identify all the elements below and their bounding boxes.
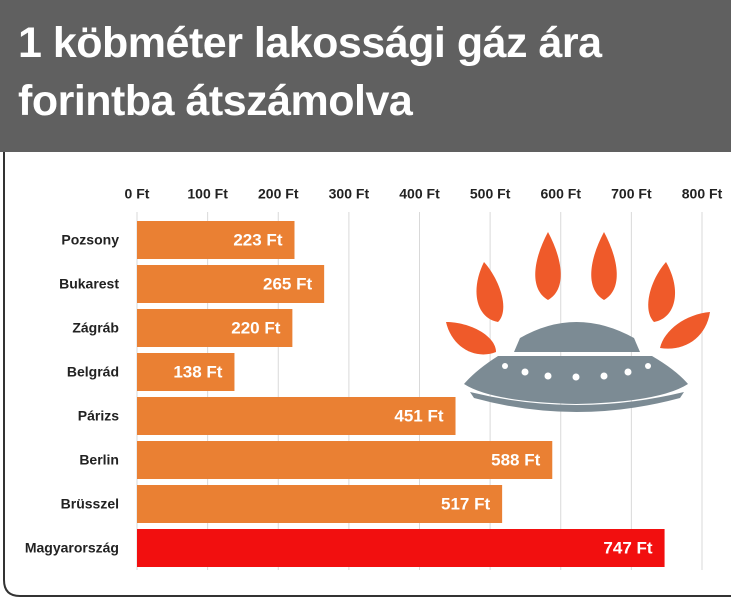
x-tick-label: 300 Ft [329, 186, 370, 202]
y-tick-label: Brüsszel [61, 496, 119, 512]
y-tick-label: Berlin [79, 452, 119, 468]
x-tick-label: 200 Ft [258, 186, 299, 202]
frame [3, 152, 731, 597]
chart-title: 1 köbméter lakossági gáz ára forintba át… [18, 19, 602, 125]
value-label: 223 Ft [233, 230, 282, 249]
x-tick-label: 800 Ft [682, 186, 723, 202]
y-tick-label: Párizs [78, 408, 119, 424]
bar [137, 353, 235, 391]
value-label: 265 Ft [263, 274, 312, 293]
x-tick-label: 600 Ft [541, 186, 582, 202]
value-label: 588 Ft [491, 450, 540, 469]
burner-icon [446, 232, 710, 412]
value-label: 517 Ft [441, 494, 490, 513]
bar [137, 485, 503, 523]
y-tick-label: Magyarország [25, 540, 119, 556]
bar [137, 309, 293, 347]
bar [137, 221, 295, 259]
value-label: 451 Ft [394, 406, 443, 425]
value-label: 747 Ft [603, 538, 652, 557]
x-tick-label: 400 Ft [399, 186, 440, 202]
y-tick-label: Pozsony [61, 232, 119, 248]
y-tick-label: Zágráb [72, 320, 119, 336]
bar [137, 397, 456, 435]
value-label: 138 Ft [173, 362, 222, 381]
bar [137, 529, 665, 567]
y-tick-label: Bukarest [59, 276, 119, 292]
x-tick-label: 500 Ft [470, 186, 511, 202]
x-tick-label: 700 Ft [611, 186, 652, 202]
bar [137, 441, 553, 479]
value-label: 220 Ft [231, 318, 280, 337]
bar [137, 265, 325, 303]
y-tick-label: Belgrád [67, 364, 119, 380]
x-tick-label: 100 Ft [187, 186, 228, 202]
x-tick-label: 0 Ft [125, 186, 150, 202]
header: 1 köbméter lakossági gáz ára forintba át… [0, 0, 731, 152]
